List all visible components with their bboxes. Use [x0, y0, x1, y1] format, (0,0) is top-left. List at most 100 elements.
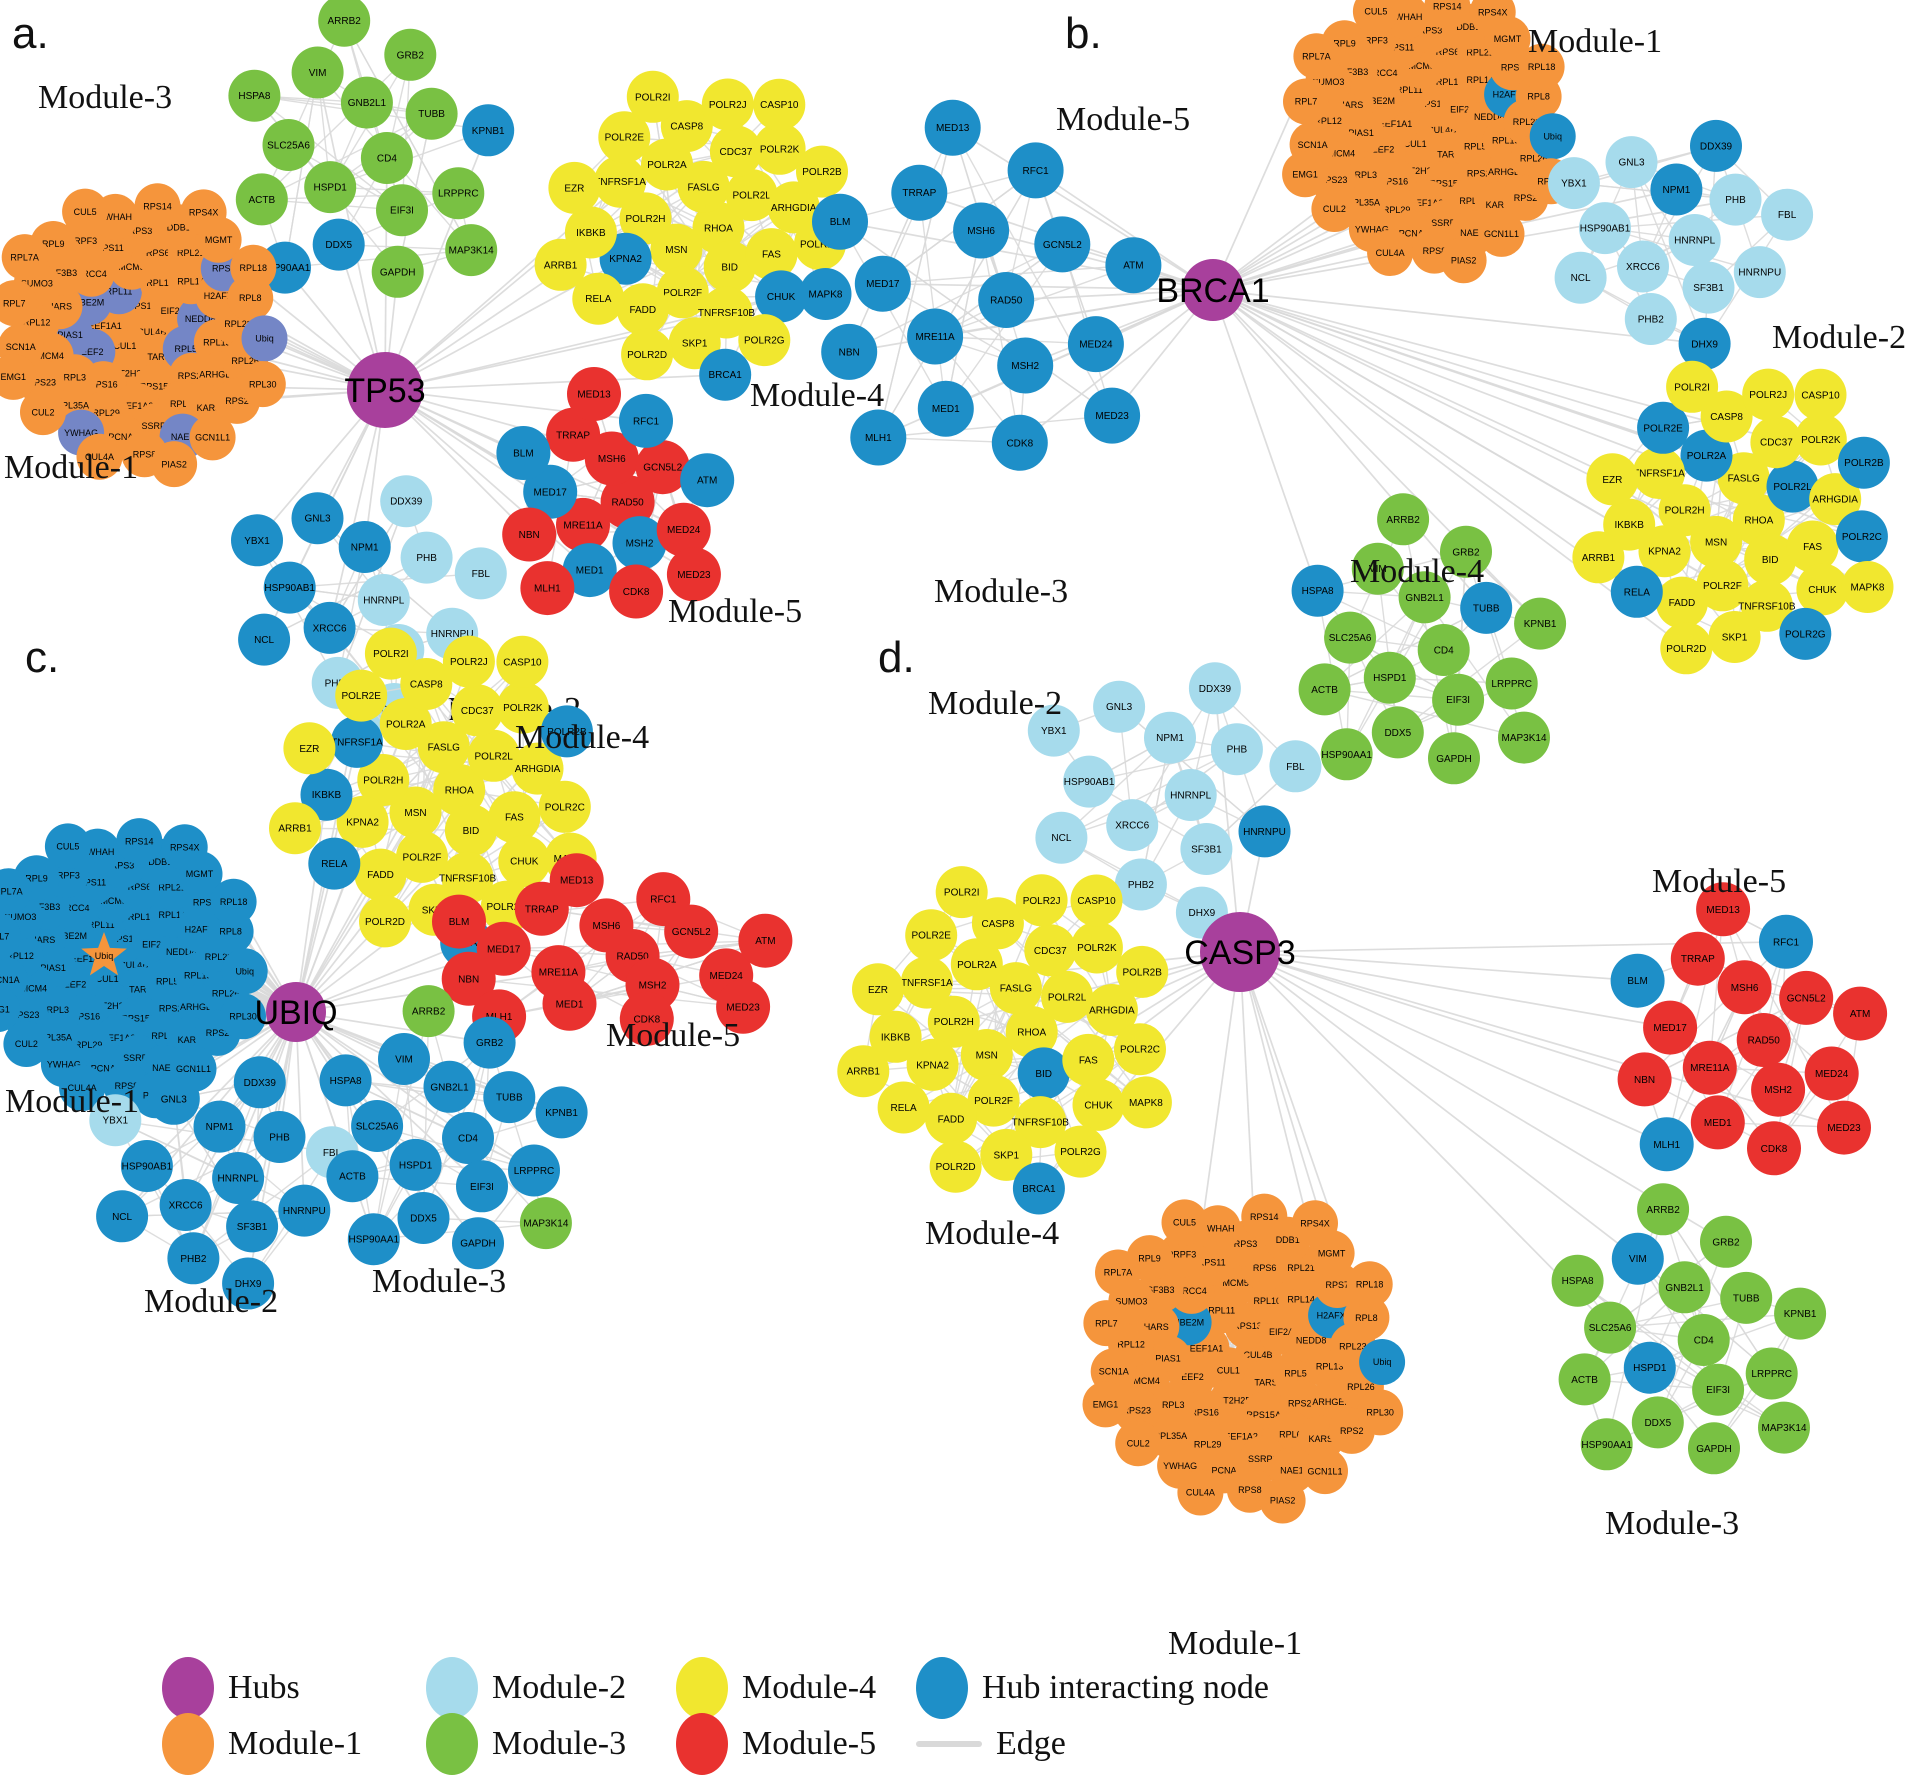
node-GCN1L1[interactable]: GCN1L1 [1302, 1448, 1348, 1495]
node-GNL3[interactable]: GNL3 [1093, 680, 1146, 733]
hub-node-BRCA1[interactable]: BRCA1 [1156, 259, 1270, 321]
node-KPNB1[interactable]: KPNB1 [1514, 597, 1567, 650]
node-POLR2E[interactable]: POLR2E [335, 669, 388, 722]
node-PIAS2[interactable]: PIAS2 [1259, 1477, 1306, 1524]
node-GAPDH[interactable]: GAPDH [1428, 732, 1480, 785]
node-CDK8[interactable]: CDK8 [1747, 1121, 1801, 1176]
node-EIF3I[interactable]: EIF3I [1432, 673, 1485, 726]
node-XRCC6[interactable]: XRCC6 [159, 1179, 212, 1231]
node-CASP10[interactable]: CASP10 [753, 78, 806, 131]
node-RPS4X[interactable]: RPS4X [1292, 1200, 1338, 1247]
node-YBX1[interactable]: YBX1 [1547, 157, 1600, 210]
node-CD4[interactable]: CD4 [1677, 1314, 1730, 1366]
node-FAS[interactable]: FAS [488, 791, 541, 844]
node-POLR2K[interactable]: POLR2K [1070, 921, 1123, 974]
node-PIAS2[interactable]: PIAS2 [151, 441, 198, 488]
node-ARRB1[interactable]: ARRB1 [269, 802, 321, 855]
node-TNFRSF1A[interactable]: TNFRSF1A [900, 956, 953, 1009]
node-RPL7[interactable]: RPL7 [1283, 78, 1329, 125]
node-MSH2[interactable]: MSH2 [997, 337, 1054, 394]
node-MLH1[interactable]: MLH1 [520, 561, 575, 616]
node-DDX39[interactable]: DDX39 [233, 1056, 286, 1109]
node-CD4[interactable]: CD4 [1417, 624, 1470, 676]
node-RPS4X[interactable]: RPS4X [180, 189, 227, 236]
node-POLR2B[interactable]: POLR2B [1837, 436, 1890, 489]
node-HSPD1[interactable]: HSPD1 [1623, 1341, 1676, 1394]
node-TUBB[interactable]: TUBB [1720, 1271, 1773, 1324]
node-MRE11A[interactable]: MRE11A [1682, 1040, 1737, 1095]
node-PHB[interactable]: PHB [400, 531, 453, 584]
node-Ubiq[interactable]: Ubiq [241, 315, 288, 362]
node-CHUK[interactable]: CHUK [1796, 563, 1849, 616]
node-GCN1L1[interactable]: GCN1L1 [189, 414, 236, 461]
node-POLR2I[interactable]: POLR2I [364, 627, 417, 680]
node-VIM[interactable]: VIM [291, 46, 344, 99]
node-SLC25A6[interactable]: SLC25A6 [1324, 611, 1377, 664]
node-RPL18[interactable]: RPL18 [1346, 1261, 1393, 1308]
node-MED1[interactable]: MED1 [917, 380, 974, 437]
node-GAPDH[interactable]: GAPDH [452, 1217, 504, 1270]
node-MED1[interactable]: MED1 [542, 976, 597, 1031]
node-TNFRSF1A[interactable]: TNFRSF1A [594, 155, 646, 208]
node-BRCA1[interactable]: BRCA1 [1012, 1162, 1065, 1215]
node-MLH1[interactable]: MLH1 [850, 409, 907, 466]
node-ACTB[interactable]: ACTB [1558, 1353, 1611, 1406]
node-HSPD1[interactable]: HSPD1 [304, 161, 357, 214]
node-ACTB[interactable]: ACTB [326, 1150, 379, 1203]
node-MAPK8[interactable]: MAPK8 [1119, 1076, 1172, 1129]
node-MED23[interactable]: MED23 [1084, 387, 1141, 444]
node-SF3B1[interactable]: SF3B1 [1180, 823, 1233, 875]
node-RFC1[interactable]: RFC1 [1759, 914, 1813, 969]
node-POLR2G[interactable]: POLR2G [738, 314, 791, 367]
node-HSPA8[interactable]: HSPA8 [228, 69, 281, 122]
node-RPL30[interactable]: RPL30 [239, 361, 286, 408]
node-ACTB[interactable]: ACTB [235, 173, 288, 226]
node-POLR2B[interactable]: POLR2B [1116, 945, 1169, 998]
node-DDX39[interactable]: DDX39 [380, 475, 433, 528]
node-XRCC6[interactable]: XRCC6 [303, 601, 356, 654]
node-MSH6[interactable]: MSH6 [1717, 960, 1772, 1015]
node-DDX5[interactable]: DDX5 [312, 218, 365, 271]
node-GCN1L1[interactable]: GCN1L1 [1478, 210, 1525, 257]
node-EIF3I[interactable]: EIF3I [456, 1160, 508, 1213]
node-NPM1[interactable]: NPM1 [1650, 163, 1703, 216]
node-NBN[interactable]: NBN [821, 323, 878, 380]
node-CUL4A[interactable]: CUL4A [1177, 1469, 1224, 1516]
node-MAP3K14[interactable]: MAP3K14 [445, 224, 498, 277]
node-MED17[interactable]: MED17 [1643, 1000, 1698, 1055]
node-RFC1[interactable]: RFC1 [1007, 142, 1064, 199]
node-NBN[interactable]: NBN [1617, 1052, 1672, 1107]
node-Ubiq[interactable]: Ubiq [1529, 113, 1576, 160]
node-POLR2C[interactable]: POLR2C [1114, 1023, 1166, 1076]
node-YBX1[interactable]: YBX1 [231, 514, 283, 567]
node-MAP3K14[interactable]: MAP3K14 [1758, 1401, 1810, 1454]
node-PHB2[interactable]: PHB2 [167, 1232, 220, 1285]
node-LRPPRC[interactable]: LRPPRC [1485, 657, 1538, 710]
node-GRB2[interactable]: GRB2 [1700, 1215, 1752, 1268]
node-RPL7A[interactable]: RPL7A [1095, 1249, 1141, 1296]
node-KPNB1[interactable]: KPNB1 [1774, 1287, 1827, 1340]
node-MAP3K14[interactable]: MAP3K14 [519, 1197, 572, 1250]
node-PHB[interactable]: PHB [1709, 173, 1762, 226]
node-CD4[interactable]: CD4 [442, 1112, 494, 1164]
node-POLR2C[interactable]: POLR2C [1835, 510, 1888, 563]
node-RPS14[interactable]: RPS14 [1241, 1193, 1288, 1240]
node-LRPPRC[interactable]: LRPPRC [432, 167, 485, 220]
node-MED24[interactable]: MED24 [1804, 1046, 1859, 1101]
node-CUL2[interactable]: CUL2 [1115, 1420, 1162, 1467]
node-MED13[interactable]: MED13 [549, 853, 604, 908]
node-NBN[interactable]: NBN [502, 507, 557, 562]
node-GRB2[interactable]: GRB2 [463, 1016, 516, 1069]
node-MAPK8[interactable]: MAPK8 [1841, 561, 1894, 613]
node-NCL[interactable]: NCL [1035, 811, 1088, 864]
node-POLR2B[interactable]: POLR2B [796, 145, 848, 198]
node-ATM[interactable]: ATM [1833, 986, 1888, 1041]
node-ARRB1[interactable]: ARRB1 [534, 238, 587, 291]
node-HSP90AB1[interactable]: HSP90AB1 [263, 561, 316, 614]
node-GNB2L1[interactable]: GNB2L1 [340, 76, 393, 129]
node-POLR2J[interactable]: POLR2J [442, 635, 495, 688]
node-HSP90AB1[interactable]: HSP90AB1 [1063, 755, 1116, 808]
node-BID[interactable]: BID [1017, 1047, 1070, 1100]
node-MED17[interactable]: MED17 [854, 255, 911, 312]
node-MED24[interactable]: MED24 [656, 502, 711, 557]
